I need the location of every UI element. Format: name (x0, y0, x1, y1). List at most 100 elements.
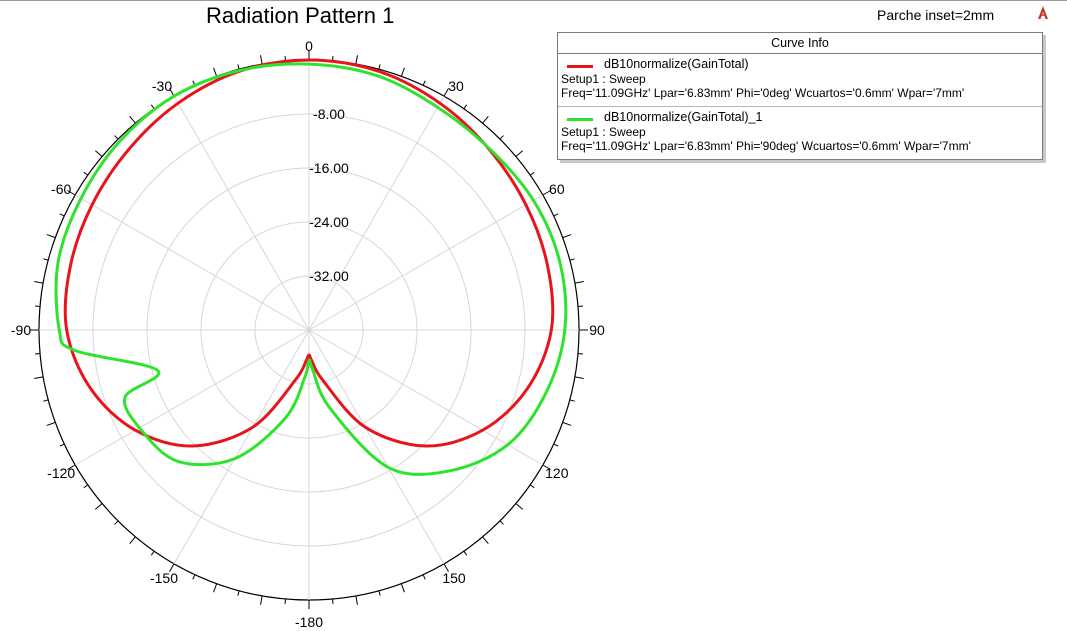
angle-tick (67, 464, 76, 470)
r-tick-label: -32.00 (309, 268, 349, 284)
angle-tick (67, 190, 76, 196)
angle-tick (59, 443, 65, 447)
angle-tick (169, 88, 175, 97)
project-label: Parche inset=2mm (877, 7, 995, 23)
angle-tick (94, 150, 103, 157)
angle-tick (443, 563, 449, 572)
angle-tick (400, 583, 405, 593)
theta-tick-label: -30 (152, 78, 172, 94)
angle-tick (46, 234, 56, 239)
angle-tick (529, 171, 535, 176)
grid-spoke (74, 329, 310, 466)
angle-tick (260, 55, 263, 65)
theta-tick-label: -150 (150, 570, 178, 586)
angle-tick (574, 281, 584, 284)
grid-spoke (308, 329, 544, 466)
angle-tick (482, 536, 489, 545)
legend-swatch-green (567, 118, 593, 121)
legend-entry[interactable]: dB10normalize(GainTotal) Setup1 : Sweep … (558, 54, 1042, 106)
angle-tick (43, 399, 49, 402)
angle-tick (355, 55, 358, 65)
angle-tick (46, 421, 56, 426)
angle-tick (114, 135, 119, 140)
angle-tick (260, 595, 263, 605)
angle-tick (542, 190, 551, 196)
theta-tick-label: 150 (442, 570, 466, 586)
angle-tick (400, 67, 405, 77)
angle-tick (169, 563, 175, 572)
angle-tick (114, 520, 119, 525)
angle-tick (562, 234, 572, 239)
angle-tick (562, 421, 572, 426)
angle-tick (83, 171, 89, 176)
angle-tick (542, 464, 551, 470)
angle-tick (553, 443, 559, 447)
legend-swatch-red (567, 65, 593, 68)
theta-tick-label: 90 (589, 322, 605, 338)
r-tick-label: -8.00 (313, 106, 345, 122)
angle-tick (529, 484, 535, 489)
theta-tick-label: -120 (47, 465, 75, 481)
angle-tick (463, 550, 468, 556)
theta-tick-label: 30 (448, 78, 464, 94)
chart-title: Radiation Pattern 1 (206, 3, 395, 28)
grid-spoke (308, 329, 445, 565)
angle-tick (553, 213, 559, 217)
angle-tick (129, 536, 136, 545)
curve-info-legend[interactable]: Curve Info dB10normalize(GainTotal) Setu… (557, 32, 1043, 160)
legend-series-name: dB10normalize(GainTotal) (604, 57, 749, 71)
angle-tick (150, 550, 155, 556)
theta-tick-label: -180 (295, 614, 323, 630)
grid-spoke (74, 194, 310, 331)
angle-tick (499, 520, 504, 525)
angle-tick (237, 590, 240, 596)
theta-tick-label: 60 (549, 181, 565, 197)
r-tick-label: -24.00 (309, 214, 349, 230)
angle-tick (94, 503, 103, 510)
legend-params: Freq='11.09GHz' Lpar='6.83mm' Phi='90deg… (561, 139, 971, 153)
angle-tick (43, 258, 49, 261)
theta-tick-label: -90 (11, 322, 31, 338)
grid-spoke (308, 95, 445, 331)
legend-params: Freq='11.09GHz' Lpar='6.83mm' Phi='0deg'… (561, 86, 965, 100)
angle-tick (213, 583, 218, 593)
angle-tick (482, 115, 489, 124)
theta-tick-label: 120 (545, 465, 569, 481)
r-tick-label: -16.00 (309, 160, 349, 176)
grid-spoke (173, 95, 310, 331)
angle-tick (83, 484, 89, 489)
angle-tick (213, 67, 218, 77)
angle-tick (515, 503, 524, 510)
angle-tick (355, 595, 358, 605)
angle-tick (192, 574, 196, 580)
angle-tick (378, 64, 381, 70)
angle-tick (378, 590, 381, 596)
angle-tick (34, 376, 44, 379)
top-border (0, 0, 1067, 1)
angle-tick (499, 135, 504, 140)
theta-tick-label: -60 (51, 181, 71, 197)
legend-setup: Setup1 : Sweep (561, 125, 646, 139)
grid-spoke (173, 329, 310, 565)
series-curve-phi0 (63, 58, 555, 448)
angle-tick (129, 115, 136, 124)
legend-series-name: dB10normalize(GainTotal)_1 (604, 110, 763, 124)
angle-tick (59, 213, 65, 217)
legend-entry[interactable]: dB10normalize(GainTotal)_1 Setup1 : Swee… (558, 106, 1042, 158)
angle-tick (515, 150, 524, 157)
angle-tick (569, 258, 575, 261)
angle-tick (574, 376, 584, 379)
angle-tick (422, 574, 426, 580)
angle-tick (422, 80, 426, 86)
ansys-logo-icon (1038, 6, 1048, 19)
series-curve-phi90 (54, 62, 568, 476)
legend-setup: Setup1 : Sweep (561, 72, 646, 86)
angle-tick (569, 399, 575, 402)
angle-tick (34, 281, 44, 284)
angle-tick (443, 88, 449, 97)
legend-header: Curve Info (558, 33, 1042, 54)
theta-tick-label: 0 (305, 38, 313, 54)
angle-tick (463, 104, 468, 110)
grid-spoke (308, 194, 544, 331)
